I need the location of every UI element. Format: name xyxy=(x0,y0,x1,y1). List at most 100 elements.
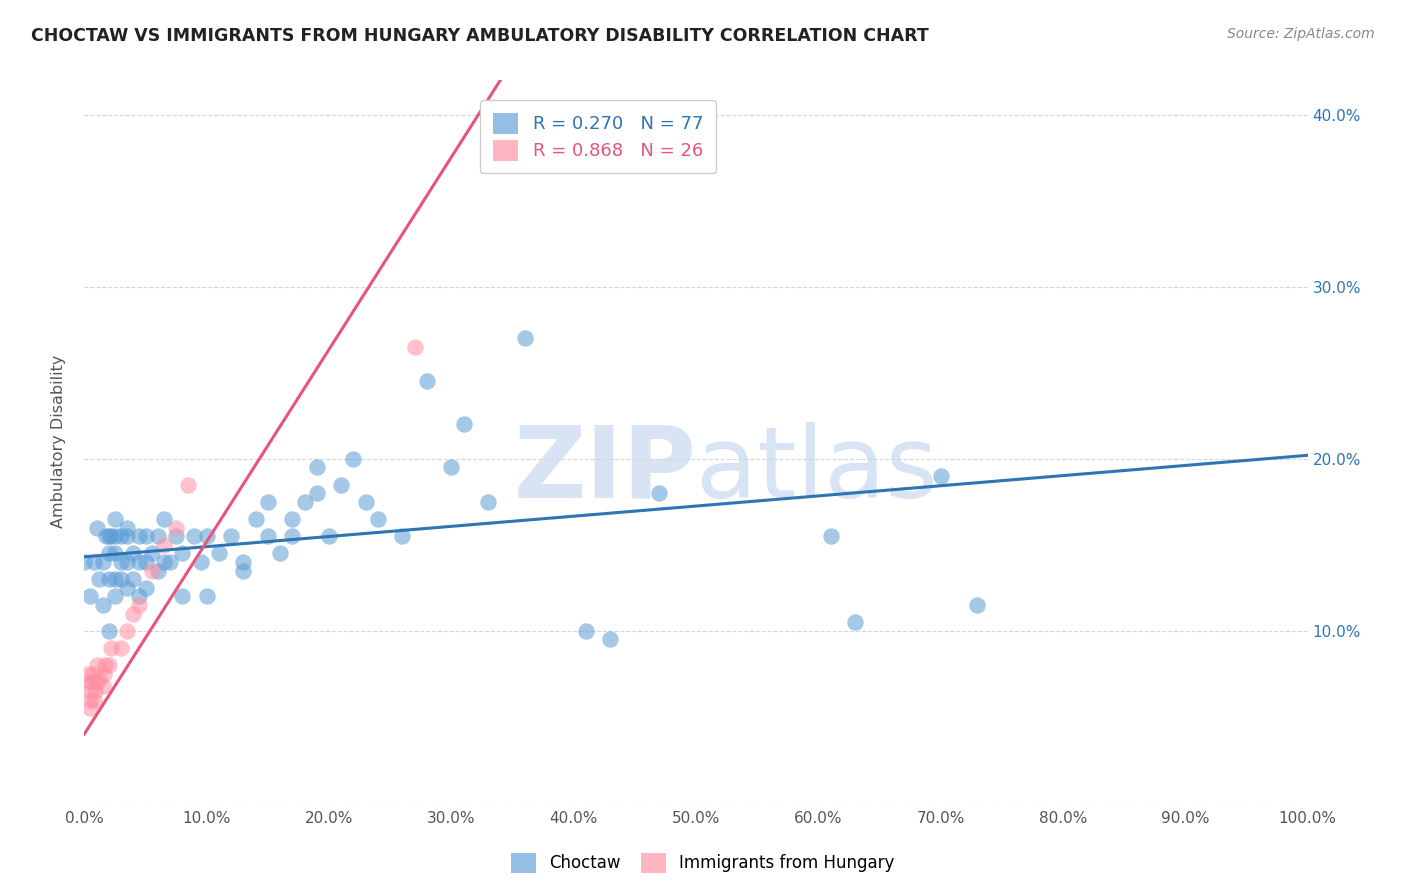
Point xyxy=(165,529,187,543)
Point xyxy=(91,679,114,693)
Point xyxy=(82,666,104,681)
Point xyxy=(100,640,122,655)
Text: atlas: atlas xyxy=(696,422,938,519)
Point xyxy=(159,555,181,569)
Point xyxy=(330,477,353,491)
Point xyxy=(128,555,150,569)
Y-axis label: Ambulatory Disability: Ambulatory Disability xyxy=(51,355,66,528)
Point xyxy=(110,640,132,655)
Point xyxy=(97,624,120,638)
Point xyxy=(97,529,120,543)
Point xyxy=(208,546,231,560)
Point xyxy=(96,529,118,543)
Point xyxy=(115,581,138,595)
Point xyxy=(575,624,598,638)
Point xyxy=(87,672,110,686)
Point xyxy=(177,477,200,491)
Point xyxy=(104,546,127,560)
Point xyxy=(146,529,169,543)
Point xyxy=(76,675,98,690)
Point xyxy=(195,529,218,543)
Point xyxy=(153,538,176,552)
Point xyxy=(844,615,866,630)
Point xyxy=(122,607,145,621)
Point xyxy=(141,564,163,578)
Point xyxy=(219,529,242,543)
Text: CHOCTAW VS IMMIGRANTS FROM HUNGARY AMBULATORY DISABILITY CORRELATION CHART: CHOCTAW VS IMMIGRANTS FROM HUNGARY AMBUL… xyxy=(31,27,929,45)
Point xyxy=(404,340,426,354)
Point xyxy=(342,451,364,466)
Point xyxy=(104,512,127,526)
Point xyxy=(648,486,671,500)
Point xyxy=(83,555,105,569)
Point xyxy=(115,529,138,543)
Point xyxy=(135,529,157,543)
Legend: Choctaw, Immigrants from Hungary: Choctaw, Immigrants from Hungary xyxy=(505,847,901,880)
Point xyxy=(87,572,110,586)
Point xyxy=(294,494,316,508)
Point xyxy=(257,529,280,543)
Text: ZIP: ZIP xyxy=(513,422,696,519)
Point xyxy=(153,555,176,569)
Point xyxy=(84,684,107,698)
Point xyxy=(128,590,150,604)
Point xyxy=(305,486,328,500)
Point xyxy=(135,581,157,595)
Point xyxy=(165,520,187,534)
Point xyxy=(110,529,132,543)
Point xyxy=(115,555,138,569)
Point xyxy=(232,555,254,569)
Point xyxy=(79,684,101,698)
Point xyxy=(440,460,463,475)
Point xyxy=(115,624,138,638)
Point xyxy=(367,512,389,526)
Point xyxy=(190,555,212,569)
Text: Source: ZipAtlas.com: Source: ZipAtlas.com xyxy=(1227,27,1375,41)
Point xyxy=(110,555,132,569)
Point xyxy=(172,546,194,560)
Point xyxy=(94,658,117,673)
Point xyxy=(104,572,127,586)
Point xyxy=(391,529,413,543)
Point xyxy=(86,658,108,673)
Point xyxy=(86,675,108,690)
Point xyxy=(146,564,169,578)
Point xyxy=(80,675,103,690)
Point xyxy=(281,512,304,526)
Point xyxy=(110,572,132,586)
Point xyxy=(77,666,100,681)
Point xyxy=(257,494,280,508)
Point xyxy=(122,546,145,560)
Point xyxy=(104,590,127,604)
Point xyxy=(141,546,163,560)
Point xyxy=(183,529,205,543)
Point xyxy=(232,564,254,578)
Point xyxy=(453,417,475,432)
Point xyxy=(172,590,194,604)
Point xyxy=(97,658,120,673)
Point xyxy=(966,598,988,612)
Point xyxy=(128,598,150,612)
Point xyxy=(91,598,114,612)
Point xyxy=(93,666,115,681)
Point xyxy=(122,572,145,586)
Point xyxy=(100,529,122,543)
Point xyxy=(83,692,105,706)
Point xyxy=(86,520,108,534)
Point xyxy=(929,469,952,483)
Legend: R = 0.270   N = 77, R = 0.868   N = 26: R = 0.270 N = 77, R = 0.868 N = 26 xyxy=(481,100,716,173)
Point xyxy=(416,375,439,389)
Point xyxy=(91,555,114,569)
Point xyxy=(477,494,499,508)
Point xyxy=(153,512,176,526)
Point xyxy=(195,590,218,604)
Point xyxy=(79,701,101,715)
Point xyxy=(97,572,120,586)
Point xyxy=(79,692,101,706)
Point xyxy=(115,520,138,534)
Point xyxy=(245,512,267,526)
Point xyxy=(269,546,291,560)
Point xyxy=(305,460,328,475)
Point xyxy=(73,555,96,569)
Point xyxy=(104,529,127,543)
